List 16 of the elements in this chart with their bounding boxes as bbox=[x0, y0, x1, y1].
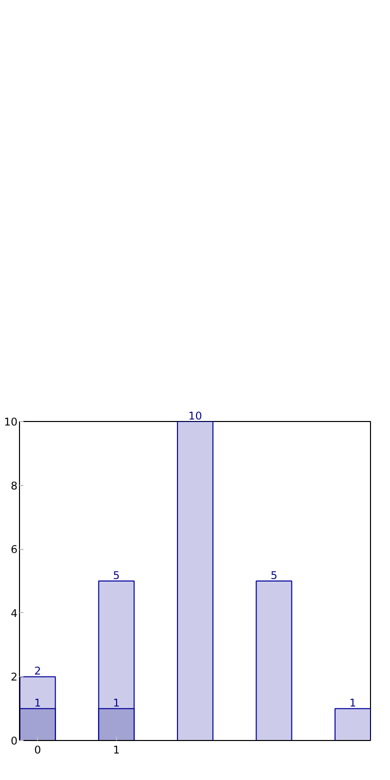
data-label: 1 bbox=[34, 696, 42, 710]
data-label: 1 bbox=[113, 696, 120, 710]
y-tick-label: 2 bbox=[10, 670, 18, 684]
bar bbox=[256, 580, 292, 740]
data-label: 5 bbox=[270, 569, 278, 582]
data-label: 2 bbox=[34, 664, 42, 678]
y-tick-label: 6 bbox=[10, 543, 18, 556]
bar bbox=[176, 422, 214, 740]
y-tick-label: 10 bbox=[4, 416, 18, 428]
y-tick-label: 8 bbox=[10, 479, 18, 492]
data-label: 10 bbox=[188, 410, 202, 422]
y-tick-label: 4 bbox=[10, 606, 18, 620]
data-label: 1 bbox=[349, 696, 356, 710]
data-label: 5 bbox=[113, 569, 120, 582]
bar bbox=[334, 708, 370, 740]
y-tick-label: 0 bbox=[10, 734, 18, 748]
